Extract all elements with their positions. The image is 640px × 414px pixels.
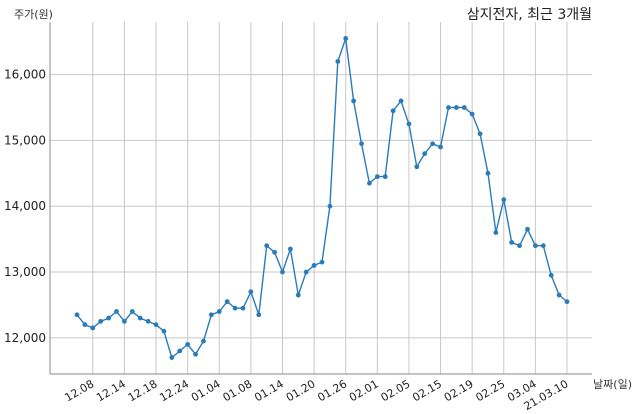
data-point [303, 269, 309, 275]
data-point [216, 309, 222, 314]
x-tick-label: 01.04 [189, 377, 223, 404]
data-point [161, 328, 167, 334]
x-tick-label: 02.19 [442, 377, 476, 404]
data-point [319, 259, 325, 265]
data-point [374, 174, 380, 180]
data-point [564, 299, 570, 305]
data-point [493, 230, 499, 235]
data-point [287, 246, 293, 252]
data-point [327, 203, 333, 209]
data-point [469, 111, 475, 117]
data-point [548, 272, 554, 278]
data-point [264, 243, 270, 249]
y-tick-label: 13,000 [4, 265, 46, 279]
data-point [90, 325, 96, 331]
data-point [193, 351, 198, 357]
data-point [248, 289, 254, 295]
data-point [82, 322, 88, 328]
data-point [311, 263, 317, 268]
series-line [76, 38, 568, 359]
x-tick-label: 12.08 [63, 377, 97, 404]
data-point [414, 164, 420, 170]
data-point [422, 151, 428, 156]
x-tick-label: 01.26 [315, 377, 349, 404]
data-point [272, 249, 277, 255]
x-tick-label: 02.15 [410, 377, 444, 404]
x-tick-label: 12.14 [94, 377, 128, 404]
data-point [169, 355, 175, 360]
x-tick-label: 01.08 [221, 377, 255, 404]
data-point [106, 315, 112, 321]
data-point [295, 292, 301, 298]
data-point [232, 305, 238, 311]
x-tick-label: 02.05 [379, 377, 413, 404]
data-point [351, 98, 357, 104]
data-point [406, 121, 412, 127]
data-point [208, 312, 214, 318]
data-point [382, 174, 388, 180]
data-point [335, 59, 341, 64]
data-point [153, 322, 159, 328]
data-point [240, 305, 246, 311]
x-tick-label: 01.14 [252, 377, 286, 404]
data-point [256, 312, 262, 318]
data-point [446, 105, 451, 110]
data-point [517, 243, 522, 249]
data-point [477, 131, 483, 137]
data-point [461, 105, 467, 110]
data-point [98, 318, 104, 324]
y-axis-label: 주가(원) [14, 8, 53, 21]
data-point [390, 108, 396, 114]
data-point [185, 341, 191, 347]
data-point [525, 226, 530, 232]
data-point [177, 348, 183, 354]
data-point [122, 318, 127, 324]
data-point [145, 318, 151, 324]
y-tick-label: 15,000 [4, 133, 46, 147]
data-point [430, 141, 436, 147]
data-point [224, 299, 230, 305]
y-tick-label: 16,000 [4, 68, 46, 82]
x-tick-label: 01.20 [284, 377, 318, 404]
y-tick-label: 14,000 [4, 199, 46, 213]
data-point [540, 243, 546, 249]
data-point [398, 98, 404, 104]
x-tick-label: 12.24 [157, 377, 191, 404]
data-point [509, 240, 515, 245]
data-point [129, 309, 135, 314]
data-point [485, 170, 491, 176]
x-axis-label: 날짜(일) [593, 378, 632, 391]
data-point [438, 144, 443, 150]
data-point [114, 309, 119, 314]
data-point [359, 141, 364, 147]
x-tick-label: 02.25 [473, 377, 507, 404]
data-point [74, 312, 80, 318]
x-tick-label: 12.18 [126, 377, 160, 404]
data-point [280, 269, 285, 275]
data-point [532, 243, 538, 249]
data-point [201, 338, 206, 344]
data-point [367, 180, 372, 186]
data-point [501, 197, 507, 203]
data-point [343, 36, 349, 41]
chart-title: 삼지전자, 최근 3개월 [466, 7, 592, 23]
data-point [453, 105, 459, 110]
y-tick-label: 12,000 [4, 331, 46, 345]
x-tick-label: 02.01 [347, 377, 381, 404]
data-point [556, 292, 562, 298]
data-point [137, 315, 143, 321]
